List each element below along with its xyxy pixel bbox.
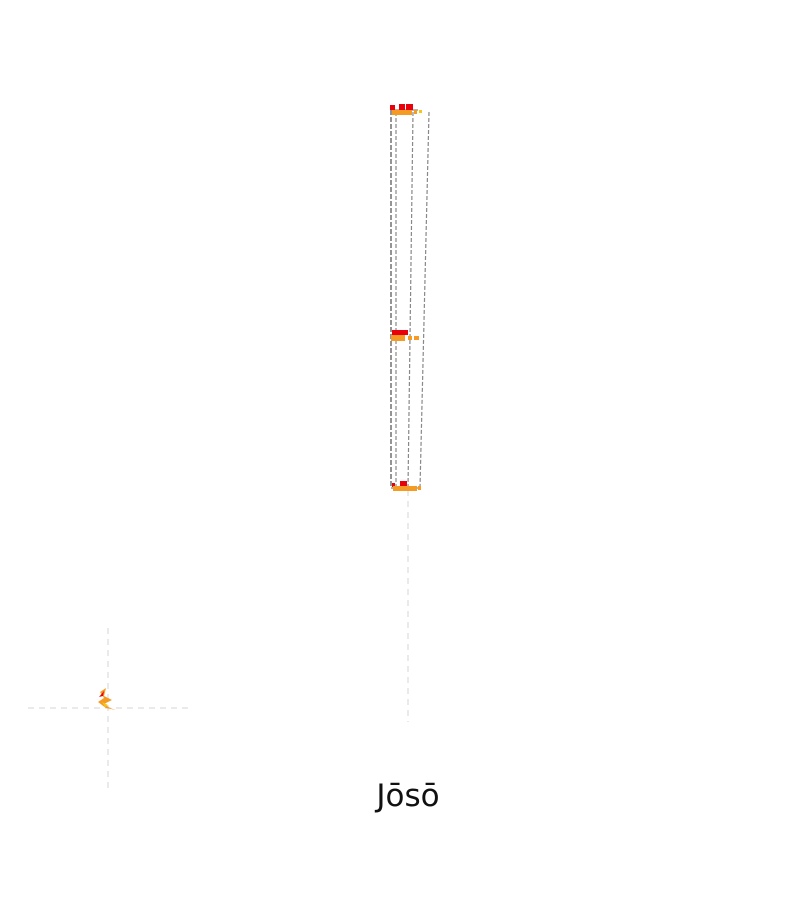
route-line-mid — [407, 111, 414, 489]
route-marker-top[interactable] — [390, 104, 422, 115]
lightning-bolt-icon[interactable] — [98, 688, 116, 710]
route-line-right — [419, 111, 430, 489]
place-name-label: Jōsō — [376, 778, 440, 814]
route-marker-bottom[interactable] — [392, 481, 421, 491]
route-marker-middle[interactable] — [391, 330, 419, 341]
route-shape[interactable] — [390, 109, 430, 489]
